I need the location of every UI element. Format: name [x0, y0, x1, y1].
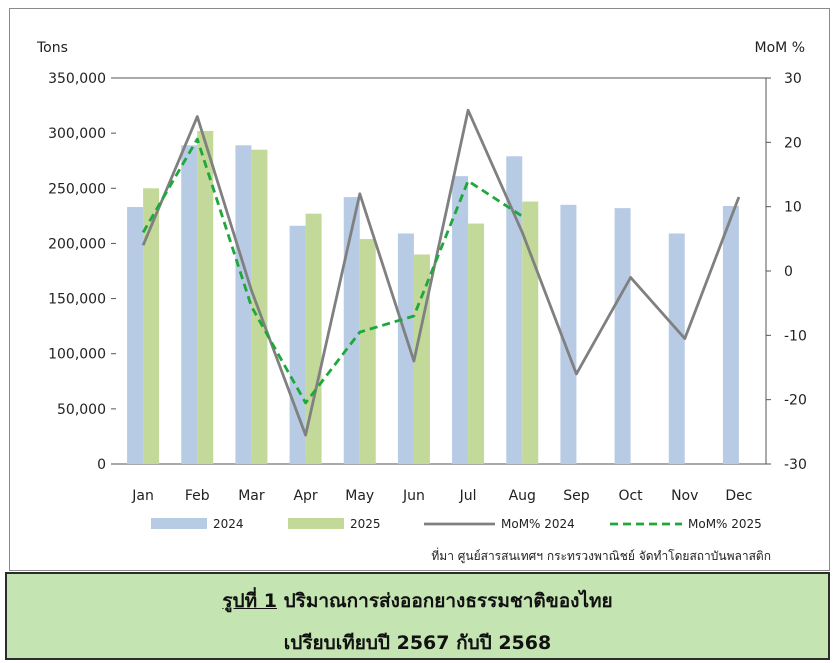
- bar-2024-Dec: [722, 205, 739, 464]
- chart-frame: 0 50,000 100,000 150,000 200,000 250,000 300,0…: [9, 8, 830, 571]
- legend-label-mom-2025: MoM% 2025: [688, 517, 762, 531]
- bar-2024-Feb: [181, 145, 198, 464]
- x-tick-label: Oct: [618, 488, 643, 504]
- bar-2025-May: [359, 239, 376, 464]
- bar-2025-Mar: [251, 149, 268, 464]
- caption-line-2: เปรียบเทียบปี 2567 กับปี 2568: [283, 632, 552, 654]
- y-right-tick-label: 30: [784, 71, 802, 87]
- y-right-tick-label: 20: [784, 135, 802, 151]
- bar-2025-Jun: [413, 254, 430, 464]
- bar-2024-May: [343, 197, 360, 464]
- y-right-tick-label: -10: [784, 328, 807, 344]
- caption-title: ปริมาณการส่งออกยางธรรมชาติของไทย: [276, 590, 613, 612]
- x-tick-label: Jul: [459, 488, 477, 504]
- legend-label-2024: 2024: [213, 517, 244, 531]
- line-series-mom-2024: [141, 108, 741, 437]
- x-tick-label: Jun: [402, 488, 425, 504]
- bar-2024-Jul: [452, 176, 469, 464]
- legend-swatch-2024: [151, 518, 207, 529]
- x-tick-label: Aug: [509, 488, 536, 504]
- legend-swatch-2025: [288, 518, 344, 529]
- bar-2025-Apr: [305, 213, 322, 464]
- bar-2024-Nov: [668, 233, 685, 464]
- y-right-tick-label: 10: [784, 200, 802, 216]
- line-series-mom-2025: [141, 137, 524, 405]
- y-right-tick-label: 0: [784, 264, 793, 280]
- y-right-axis-label: MoM %: [755, 40, 805, 56]
- bar-2025-Jul: [468, 223, 485, 464]
- y-left-tick-label: 100,000: [48, 347, 106, 363]
- y-left-tick-label: 350,000: [48, 71, 106, 87]
- figure-caption: รูปที่ 1 ปริมาณการส่งออกยางธรรมชาติของไท…: [5, 572, 830, 660]
- bar-2024-Jan: [127, 207, 144, 464]
- bar-2024-Sep: [560, 204, 577, 465]
- bar-2024-Aug: [506, 156, 523, 464]
- x-tick-label: Nov: [671, 488, 698, 504]
- legend-label-2025: 2025: [350, 517, 381, 531]
- caption-line-1: รูปที่ 1 ปริมาณการส่งออกยางธรรมชาติของไท…: [7, 586, 828, 616]
- caption-figure-label: รูปที่ 1: [222, 590, 277, 612]
- x-tick-label: Sep: [563, 488, 590, 504]
- x-tick-label: Dec: [725, 488, 752, 504]
- y-left-tick-label: 250,000: [48, 181, 106, 197]
- chart: 0 50,000 100,000 150,000 200,000 250,000 300,0…: [36, 40, 807, 564]
- x-tick-label: Jan: [131, 488, 154, 504]
- y-left-tick-label: 0: [97, 457, 106, 473]
- y-right-tick-label: -20: [784, 393, 807, 409]
- bar-2024-Jun: [397, 233, 414, 464]
- x-tick-label: Mar: [238, 488, 265, 504]
- bar-2024-Oct: [614, 208, 631, 464]
- bar-2024-Mar: [235, 145, 252, 464]
- x-tick-label: Apr: [293, 488, 317, 504]
- x-tick-label: May: [345, 488, 374, 504]
- bar-2025-Feb: [197, 130, 214, 464]
- bar-2025-Jan: [143, 188, 160, 465]
- source-note: ที่มา ศูนย์สารสนเทศฯ กระทรวงพาณิชย์ จัดท…: [431, 547, 771, 564]
- y-left-tick-label: 150,000: [48, 292, 106, 308]
- y-right-tick-label: -30: [784, 457, 807, 473]
- legend-label-mom-2024: MoM% 2024: [501, 517, 575, 531]
- x-tick-label: Feb: [185, 488, 210, 504]
- y-left-tick-label: 200,000: [48, 236, 106, 252]
- y-left-tick-label: 300,000: [48, 126, 106, 142]
- y-left-axis-label: Tons: [36, 40, 68, 56]
- y-left-tick-label: 50,000: [57, 402, 106, 418]
